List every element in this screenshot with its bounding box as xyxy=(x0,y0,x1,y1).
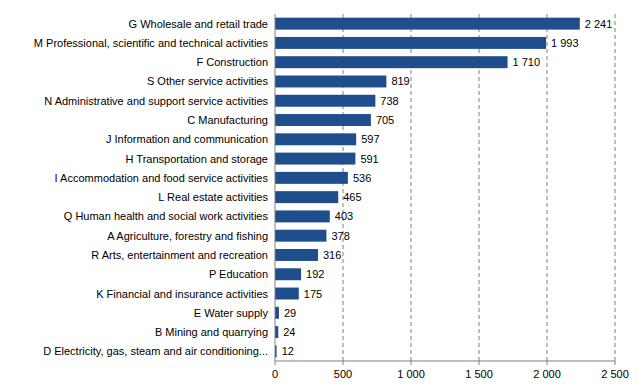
grid-line xyxy=(615,14,616,361)
data-label: 378 xyxy=(331,230,349,242)
bar xyxy=(275,288,299,300)
data-label: 2 241 xyxy=(585,18,613,30)
bar xyxy=(275,153,355,165)
tick-mark xyxy=(479,361,480,365)
category-label: L Real estate activities xyxy=(158,191,268,203)
category-label: S Other service activities xyxy=(147,75,269,87)
tick-mark xyxy=(547,361,548,365)
data-label: 1 710 xyxy=(513,56,541,68)
data-label: 12 xyxy=(282,345,294,357)
bar xyxy=(275,172,348,184)
data-label: 192 xyxy=(306,268,324,280)
data-label: 591 xyxy=(360,153,378,165)
category-label: H Transportation and storage xyxy=(126,153,268,165)
bar xyxy=(275,56,508,68)
category-label: C Manufacturing xyxy=(187,114,268,126)
grid-line xyxy=(547,14,548,361)
data-label: 175 xyxy=(304,288,322,300)
category-label: P Education xyxy=(209,268,268,280)
category-label: E Water supply xyxy=(194,307,269,319)
tick-label: 2 500 xyxy=(601,368,629,380)
category-label: A Agriculture, forestry and fishing xyxy=(107,230,268,242)
data-label: 316 xyxy=(323,249,341,261)
chart-container: 0 500 1 000 1 500 2 000 2 500 G Wholesale and … xyxy=(0,0,639,390)
data-label: 465 xyxy=(343,191,361,203)
bars xyxy=(275,18,580,358)
category-label: N Administrative and support service act… xyxy=(44,95,268,107)
category-label: G Wholesale and retail trade xyxy=(129,18,268,30)
data-label: 1 993 xyxy=(551,37,579,49)
tick-label: 500 xyxy=(334,368,352,380)
chart-svg: 0 500 1 000 1 500 2 000 2 500 G Wholesale and … xyxy=(0,0,639,390)
bar xyxy=(275,210,330,222)
tick-label: 1 000 xyxy=(397,368,425,380)
bar xyxy=(275,114,371,126)
tick-label: 2 000 xyxy=(533,368,561,380)
bar xyxy=(275,18,580,30)
bar xyxy=(275,37,546,49)
bar xyxy=(275,307,279,319)
category-label: Q Human health and social work activitie… xyxy=(64,210,269,222)
bar xyxy=(275,95,375,107)
data-label: 29 xyxy=(284,307,296,319)
data-label: 536 xyxy=(353,172,371,184)
bar xyxy=(275,75,386,87)
tick-label: 0 xyxy=(272,368,278,380)
category-label: F Construction xyxy=(196,56,268,68)
category-label: M Professional, scientific and technical… xyxy=(34,37,269,49)
tick-mark xyxy=(411,361,412,365)
x-axis-line xyxy=(275,361,615,362)
data-label: 819 xyxy=(391,75,409,87)
tick-label: 1 500 xyxy=(465,368,493,380)
bar xyxy=(275,133,356,145)
data-label: 403 xyxy=(335,210,353,222)
category-label: D Electricity, gas, steam and air condit… xyxy=(43,345,268,357)
y-axis-line xyxy=(275,14,276,361)
bar xyxy=(275,249,318,261)
category-label: B Mining and quarrying xyxy=(155,326,268,338)
data-label: 597 xyxy=(361,133,379,145)
tick-mark xyxy=(615,361,616,365)
bar xyxy=(275,230,326,242)
data-label: 24 xyxy=(283,326,295,338)
data-label: 738 xyxy=(380,95,398,107)
data-label: 705 xyxy=(376,114,394,126)
tick-mark xyxy=(275,361,276,365)
bar xyxy=(275,268,301,280)
tick-mark xyxy=(343,361,344,365)
category-label: K Financial and insurance activities xyxy=(96,288,268,300)
category-label: J Information and communication xyxy=(106,133,268,145)
bar xyxy=(275,191,338,203)
category-label: I Accommodation and food service activit… xyxy=(55,172,269,184)
category-label: R Arts, entertainment and recreation xyxy=(91,249,268,261)
